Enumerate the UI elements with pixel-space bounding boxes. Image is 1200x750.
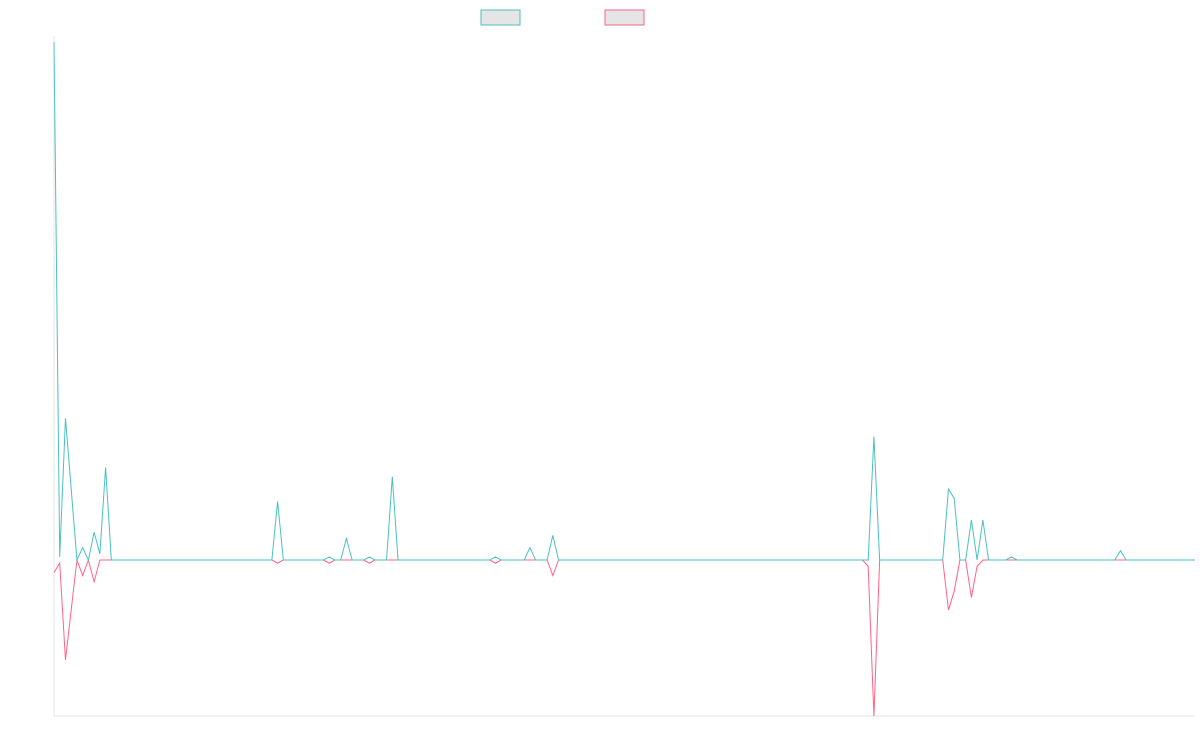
legend-item-1[interactable] bbox=[480, 9, 521, 26]
series-line-1 bbox=[53, 42, 1195, 562]
legend[interactable] bbox=[480, 9, 645, 26]
legend-swatch bbox=[604, 9, 645, 26]
legend-item-2[interactable] bbox=[604, 9, 645, 26]
series-line-2 bbox=[53, 558, 1195, 717]
legend-swatch bbox=[480, 9, 521, 26]
axes bbox=[53, 36, 1195, 717]
series-layer bbox=[53, 42, 1195, 717]
